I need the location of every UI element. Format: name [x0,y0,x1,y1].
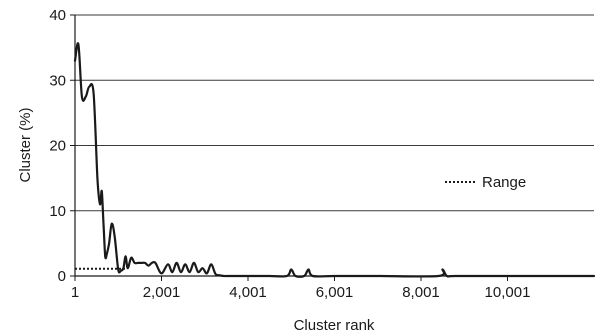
x-tick-label: 6,001 [316,284,354,301]
legend: Range [445,174,526,191]
series-line-cluster [73,42,596,278]
y-tick-label: 30 [49,72,66,89]
y-tick-label: 10 [49,203,66,220]
x-tick-label: 2,001 [143,284,181,301]
x-tick-label: 8,001 [402,284,440,301]
x-tick-label: 4,001 [229,284,267,301]
gridlines [75,14,594,212]
x-tick-label: 10,001 [485,284,531,301]
y-tick-label: 20 [49,138,66,155]
series-lines [73,42,596,278]
y-ticks: 0 10 20 30 40 [49,7,75,285]
x-ticks: 1 2,001 4,001 6,001 8,001 10,001 [71,276,531,301]
legend-label-range: Range [482,174,526,191]
x-axis-title: Cluster rank [294,317,375,334]
x-tick-label: 1 [71,284,79,301]
y-axis-title: Cluster (%) [17,107,34,182]
y-tick-label: 0 [58,268,66,285]
y-tick-label: 40 [49,7,66,24]
